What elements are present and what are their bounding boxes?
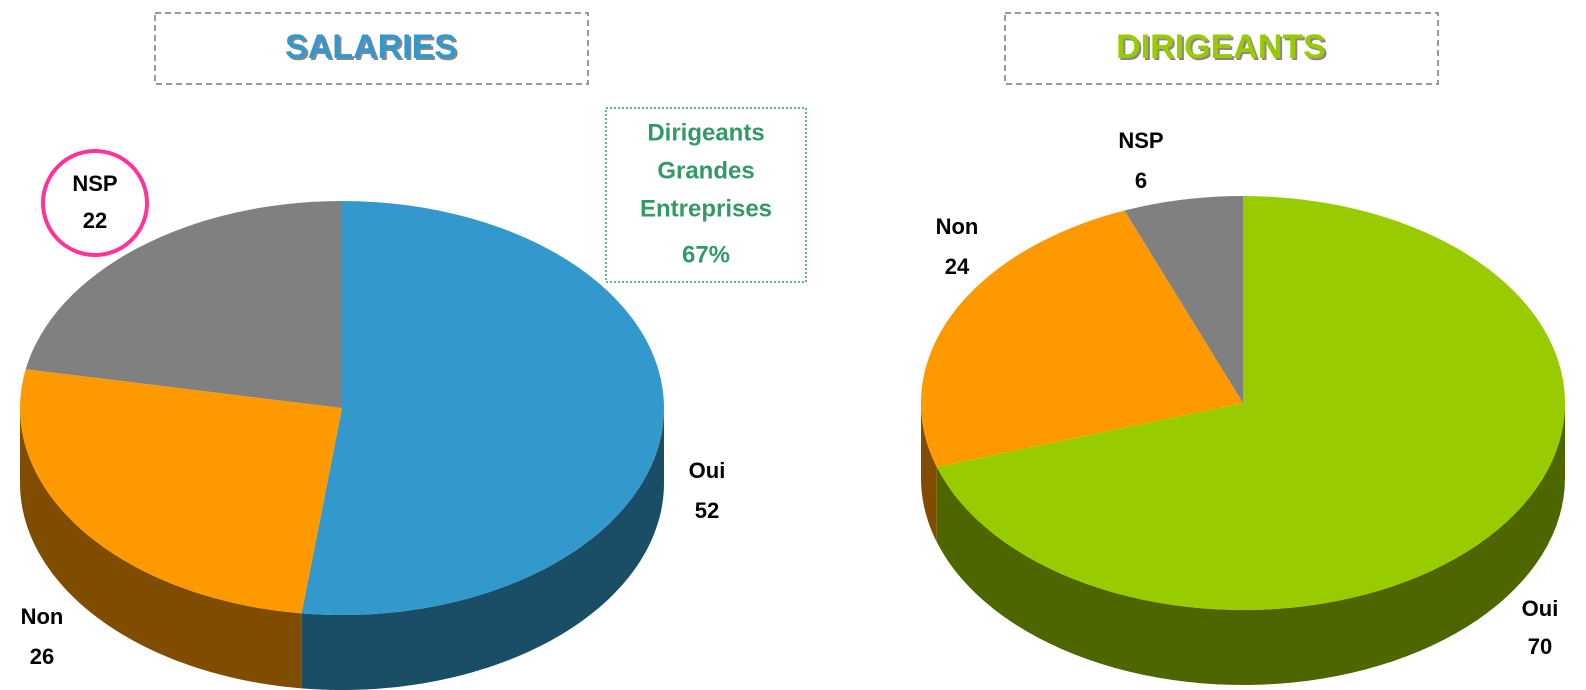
annotation-box bbox=[605, 107, 807, 283]
chart-title-shadow: SALARIES bbox=[287, 30, 459, 68]
slice-side bbox=[936, 403, 1565, 685]
slice bbox=[921, 210, 1243, 467]
slice bbox=[25, 201, 343, 408]
slice bbox=[301, 201, 665, 615]
slice-value: 70 bbox=[1528, 634, 1552, 659]
annotation-text: Dirigeants bbox=[647, 119, 764, 146]
pie bbox=[20, 201, 665, 690]
annotation-text: Grandes bbox=[657, 157, 754, 184]
chart-title: DIRIGEANTS bbox=[1116, 28, 1326, 66]
annotation-text: Entreprises bbox=[640, 195, 772, 222]
highlight-circle bbox=[41, 149, 149, 257]
slice-category: Oui bbox=[689, 458, 726, 483]
slice bbox=[1124, 196, 1243, 403]
slice-side bbox=[921, 403, 937, 542]
slice-value: 6 bbox=[1135, 168, 1147, 193]
slice bbox=[936, 196, 1566, 610]
slice-category: Non bbox=[936, 214, 979, 239]
slice-value: 52 bbox=[695, 498, 719, 523]
slice-side bbox=[301, 408, 664, 690]
slice-category: NSP bbox=[1118, 128, 1163, 153]
slice-value: 22 bbox=[83, 208, 107, 233]
slice-side bbox=[20, 408, 302, 689]
slice-category: Non bbox=[21, 604, 64, 629]
slice bbox=[20, 369, 343, 614]
pie bbox=[921, 196, 1566, 685]
title-box bbox=[154, 12, 589, 85]
annotation-value: 67% bbox=[682, 241, 730, 268]
title-box bbox=[1004, 12, 1439, 85]
slice-value: 24 bbox=[945, 254, 970, 279]
slice-category: NSP bbox=[72, 171, 117, 196]
slice-value: 26 bbox=[30, 644, 54, 669]
chart-title-shadow: DIRIGEANTS bbox=[1118, 30, 1328, 68]
chart-title: SALARIES bbox=[285, 28, 457, 66]
slice-category: Oui bbox=[1522, 596, 1559, 621]
